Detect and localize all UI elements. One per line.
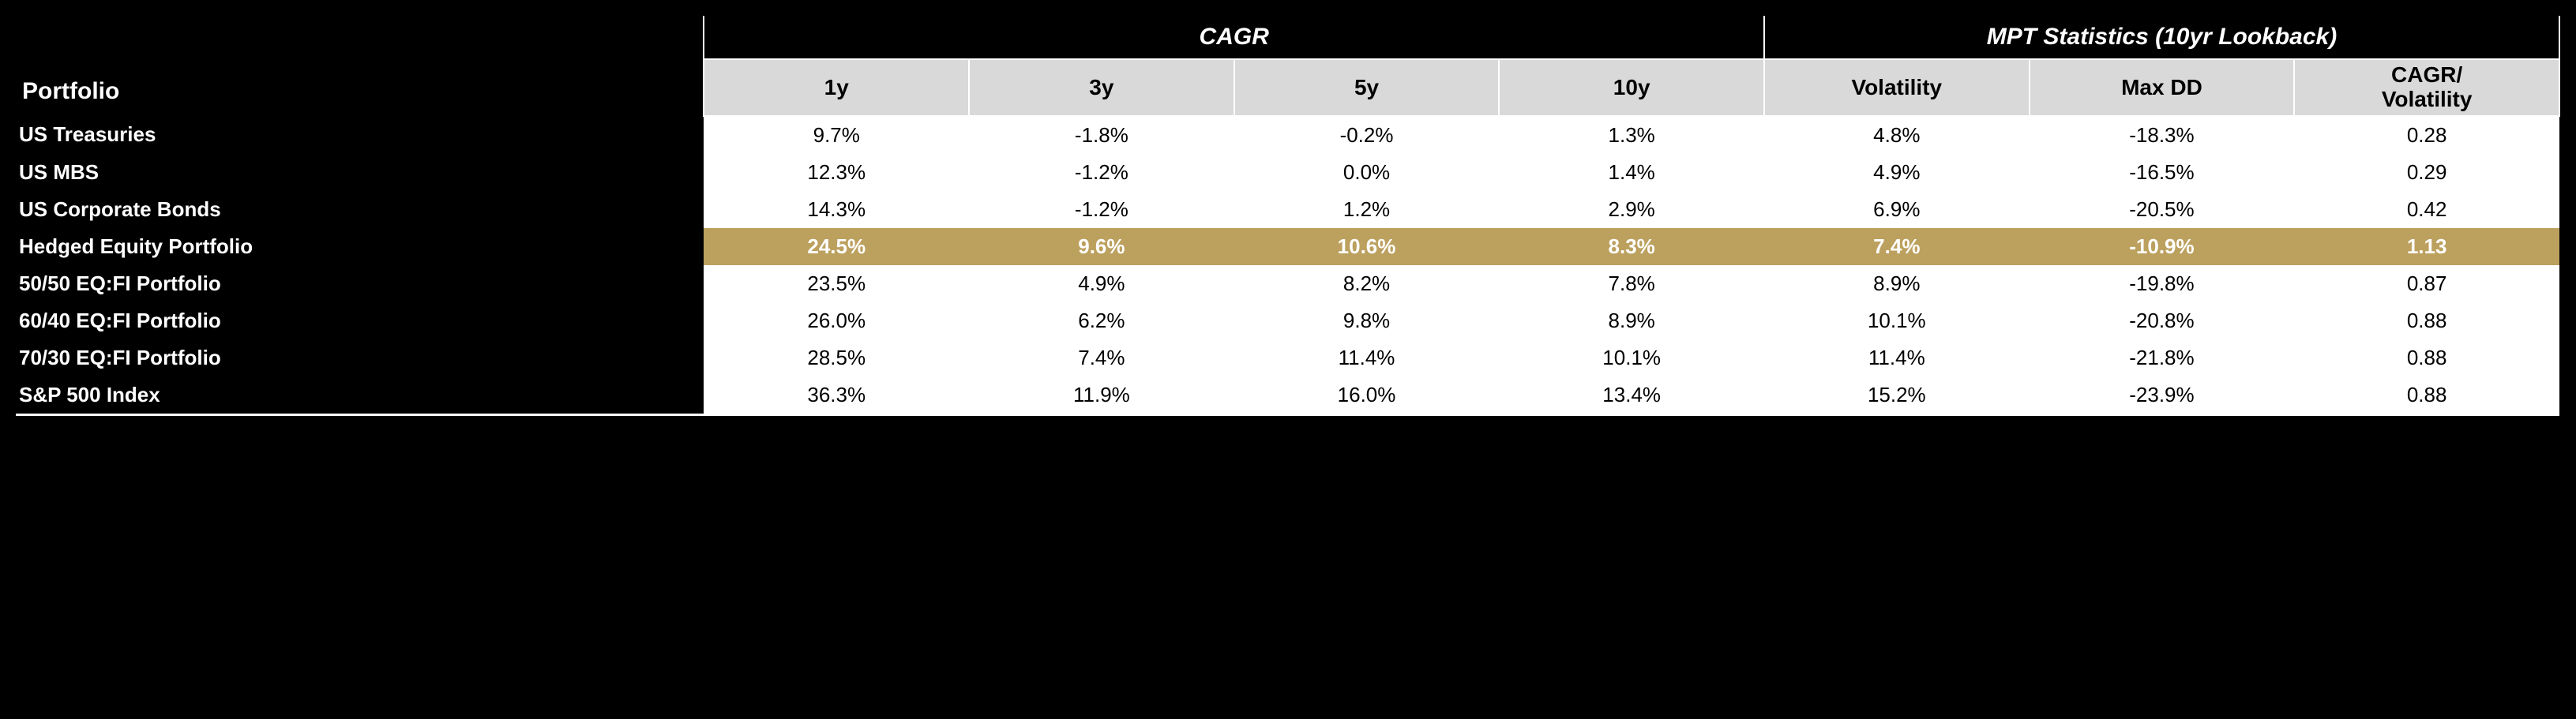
col-cagr-vol-header-l1: CAGR/: [2391, 62, 2462, 87]
data-cell: -21.8%: [2030, 339, 2295, 376]
data-cell: -10.9%: [2030, 228, 2295, 265]
data-cell: -18.3%: [2030, 116, 2295, 154]
data-cell: 0.87: [2294, 265, 2559, 302]
table-row: US MBS12.3%-1.2%0.0%1.4%4.9%-16.5%0.29: [16, 154, 2559, 191]
row-label: 70/30 EQ:FI Portfolio: [16, 339, 704, 376]
data-cell: 9.8%: [1234, 302, 1500, 339]
data-cell: 7.4%: [1764, 228, 2030, 265]
table-body: US Treasuries9.7%-1.8%-0.2%1.3%4.8%-18.3…: [16, 116, 2559, 415]
data-cell: 1.3%: [1499, 116, 1764, 154]
row-label: US MBS: [16, 154, 704, 191]
table-row: US Corporate Bonds14.3%-1.2%1.2%2.9%6.9%…: [16, 191, 2559, 228]
table-row: Hedged Equity Portfolio24.5%9.6%10.6%8.3…: [16, 228, 2559, 265]
data-cell: 1.13: [2294, 228, 2559, 265]
data-cell: 0.28: [2294, 116, 2559, 154]
data-cell: 6.2%: [969, 302, 1234, 339]
data-cell: 4.8%: [1764, 116, 2030, 154]
table-row: US Treasuries9.7%-1.8%-0.2%1.3%4.8%-18.3…: [16, 116, 2559, 154]
row-label: S&P 500 Index: [16, 376, 704, 415]
data-cell: -16.5%: [2030, 154, 2295, 191]
data-cell: 11.4%: [1764, 339, 2030, 376]
data-cell: 12.3%: [704, 154, 969, 191]
col-5y-header: 5y: [1234, 59, 1500, 116]
data-cell: 0.42: [2294, 191, 2559, 228]
row-label: US Treasuries: [16, 116, 704, 154]
data-cell: 10.1%: [1499, 339, 1764, 376]
col-maxdd-header: Max DD: [2030, 59, 2295, 116]
data-cell: 4.9%: [969, 265, 1234, 302]
data-cell: 8.2%: [1234, 265, 1500, 302]
data-cell: 4.9%: [1764, 154, 2030, 191]
row-label: 50/50 EQ:FI Portfolio: [16, 265, 704, 302]
col-cagr-vol-header-l2: Volatility: [2382, 87, 2473, 111]
row-label: US Corporate Bonds: [16, 191, 704, 228]
mpt-group-header: MPT Statistics (10yr Lookback): [1764, 16, 2559, 59]
data-cell: 24.5%: [704, 228, 969, 265]
col-cagr-vol-header: CAGR/ Volatility: [2294, 59, 2559, 116]
col-1y-header: 1y: [704, 59, 969, 116]
portfolio-column-header: Portfolio: [16, 16, 704, 116]
col-3y-header: 3y: [969, 59, 1234, 116]
data-cell: -20.8%: [2030, 302, 2295, 339]
table-row: 70/30 EQ:FI Portfolio28.5%7.4%11.4%10.1%…: [16, 339, 2559, 376]
data-cell: 9.7%: [704, 116, 969, 154]
table-row: S&P 500 Index36.3%11.9%16.0%13.4%15.2%-2…: [16, 376, 2559, 415]
data-cell: 8.9%: [1764, 265, 2030, 302]
data-cell: 15.2%: [1764, 376, 2030, 415]
cagr-group-header: CAGR: [704, 16, 1764, 59]
col-volatility-header: Volatility: [1764, 59, 2030, 116]
data-cell: 7.8%: [1499, 265, 1764, 302]
data-cell: 13.4%: [1499, 376, 1764, 415]
data-cell: 1.2%: [1234, 191, 1500, 228]
data-cell: 8.9%: [1499, 302, 1764, 339]
data-cell: 0.88: [2294, 339, 2559, 376]
data-cell: 9.6%: [969, 228, 1234, 265]
col-10y-header: 10y: [1499, 59, 1764, 116]
data-cell: 16.0%: [1234, 376, 1500, 415]
data-cell: -1.2%: [969, 191, 1234, 228]
data-cell: 0.29: [2294, 154, 2559, 191]
data-cell: 1.4%: [1499, 154, 1764, 191]
data-cell: -1.2%: [969, 154, 1234, 191]
data-cell: 7.4%: [969, 339, 1234, 376]
data-cell: 10.1%: [1764, 302, 2030, 339]
data-cell: 2.9%: [1499, 191, 1764, 228]
data-cell: 0.88: [2294, 376, 2559, 415]
data-cell: 28.5%: [704, 339, 969, 376]
data-cell: -23.9%: [2030, 376, 2295, 415]
data-cell: -20.5%: [2030, 191, 2295, 228]
data-cell: 14.3%: [704, 191, 969, 228]
row-label: 60/40 EQ:FI Portfolio: [16, 302, 704, 339]
data-cell: 36.3%: [704, 376, 969, 415]
data-cell: 23.5%: [704, 265, 969, 302]
data-cell: -0.2%: [1234, 116, 1500, 154]
data-cell: 11.9%: [969, 376, 1234, 415]
data-cell: 0.88: [2294, 302, 2559, 339]
data-cell: 26.0%: [704, 302, 969, 339]
portfolio-performance-table: Portfolio CAGR MPT Statistics (10yr Look…: [16, 16, 2560, 416]
group-header-row: Portfolio CAGR MPT Statistics (10yr Look…: [16, 16, 2559, 59]
data-cell: -1.8%: [969, 116, 1234, 154]
data-cell: 6.9%: [1764, 191, 2030, 228]
data-cell: 11.4%: [1234, 339, 1500, 376]
table-row: 60/40 EQ:FI Portfolio26.0%6.2%9.8%8.9%10…: [16, 302, 2559, 339]
data-cell: -19.8%: [2030, 265, 2295, 302]
row-label: Hedged Equity Portfolio: [16, 228, 704, 265]
data-cell: 8.3%: [1499, 228, 1764, 265]
data-cell: 10.6%: [1234, 228, 1500, 265]
table-row: 50/50 EQ:FI Portfolio23.5%4.9%8.2%7.8%8.…: [16, 265, 2559, 302]
data-cell: 0.0%: [1234, 154, 1500, 191]
